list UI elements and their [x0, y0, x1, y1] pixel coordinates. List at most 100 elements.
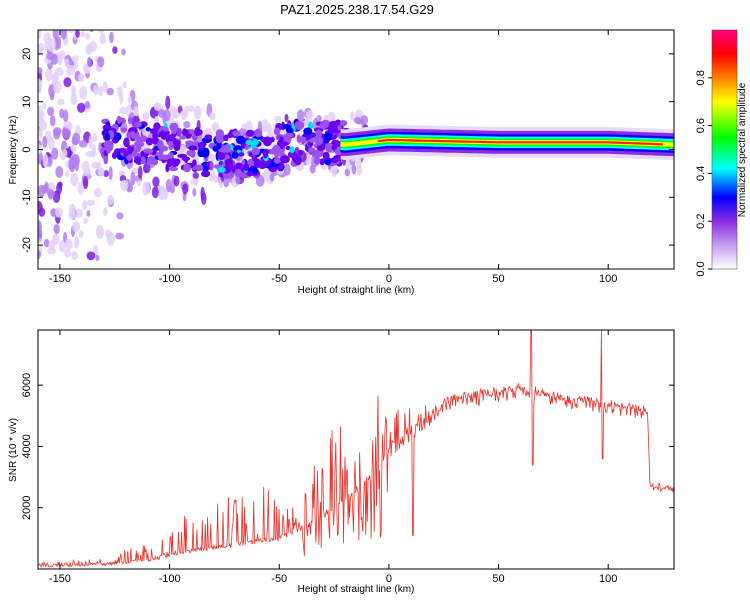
spectrogram-blob	[344, 167, 351, 177]
spectrogram-blob	[200, 186, 205, 201]
spectrogram-blob	[47, 136, 55, 150]
spectrogram-blob	[158, 149, 164, 156]
spectrogram-blob	[262, 136, 272, 147]
spectrogram-ytick-label: -20	[21, 237, 33, 253]
spectrogram-blob	[296, 109, 305, 122]
spectrogram-blob	[242, 163, 250, 172]
spectrogram-blob	[48, 189, 55, 199]
spectrogram-blob	[169, 105, 177, 119]
snr-axes: -150 -100 -50 0 50 100 2000 4000 6000	[21, 330, 674, 585]
spectrogram-xtick-label: -50	[271, 273, 287, 285]
spectrogram-blob	[42, 153, 49, 168]
colorbar-frame	[711, 29, 738, 270]
spectrogram-blob	[209, 161, 214, 171]
spectrogram-blob	[82, 200, 88, 211]
spectrogram-blob	[49, 15, 58, 22]
spectrogram-blob	[122, 81, 127, 89]
spectrogram-blob	[116, 212, 124, 220]
spectrogram-blob	[47, 106, 55, 117]
spectrogram-blob	[38, 128, 43, 140]
spectrogram-blob	[70, 172, 79, 187]
spectrogram-blob	[68, 203, 76, 215]
spectrogram-blob	[59, 50, 66, 60]
spectrogram-blob	[104, 145, 113, 152]
spectrogram-blob	[123, 151, 129, 157]
spectrogram-blob	[102, 81, 108, 93]
spectrogram-blob	[58, 240, 66, 253]
spectrogram-blob	[42, 136, 48, 149]
spectrogram-blob	[217, 152, 226, 160]
spectrogram-blob	[283, 163, 291, 176]
spectrogram-blob	[64, 58, 70, 68]
snr-series-line	[38, 330, 674, 569]
spectrogram-blob	[80, 31, 86, 38]
spectrogram-xtick-label: 50	[492, 273, 504, 285]
spectrogram-blob	[71, 55, 79, 63]
spectrogram-blob	[238, 128, 248, 138]
spectrogram-blob	[77, 102, 86, 113]
spectrogram-blob	[49, 92, 55, 101]
spectrogram-blob	[137, 166, 143, 179]
spectrogram-blob	[83, 175, 89, 190]
spectrogram-blob	[218, 171, 223, 177]
spectrogram-blob	[180, 110, 189, 117]
spectrogram-blob	[136, 145, 141, 152]
spectrogram-blob	[235, 162, 243, 170]
spectrogram-blob	[103, 207, 108, 216]
spectrogram-blob	[154, 116, 160, 124]
spectrogram-blob	[284, 113, 289, 123]
spectrogram-blob	[55, 207, 63, 218]
spectrogram-blob	[192, 188, 197, 197]
spectrogram-blob	[139, 135, 149, 143]
spectrogram-blob	[102, 124, 112, 131]
spectrogram-blob	[63, 77, 72, 88]
spectrogram-blob	[231, 151, 239, 159]
spectrogram-blob	[279, 136, 284, 144]
spectrogram-blob	[160, 154, 170, 160]
spectrogram-blob	[294, 120, 305, 130]
spectrogram-blob	[97, 56, 105, 68]
spectrogram-blob	[77, 182, 85, 195]
spectrogram-blob	[38, 227, 43, 240]
colorbar: 0.0 0.2 0.4 0.6 0.8 Normalized spectral ampl…	[695, 29, 748, 277]
spectrogram-blob	[103, 170, 110, 178]
snr-panel: -150 -100 -50 0 50 100 2000 4000 6000 Height of …	[8, 329, 675, 595]
spectrogram-blob	[303, 127, 313, 136]
spectrogram-blob	[272, 144, 281, 155]
spectrogram-blob	[280, 155, 290, 164]
spectrogram-blob	[248, 152, 254, 157]
spectrogram-blob	[77, 12, 84, 25]
spectrogram-ylabel: Frequency (Hz)	[8, 116, 19, 185]
spectrogram-blob	[108, 166, 113, 180]
spectrogram-blob	[223, 177, 230, 188]
spectrogram-blob	[319, 122, 328, 130]
spectrogram-blob	[67, 146, 72, 159]
spectrogram-ytick-label: -10	[21, 189, 33, 205]
spectrogram-blob	[235, 135, 245, 145]
spectrogram-blob	[37, 11, 43, 24]
snr-xtick-label: 0	[386, 573, 392, 585]
spectrogram-blob	[123, 137, 130, 148]
colorbar-ticks: 0.0 0.2 0.4 0.6 0.8	[695, 70, 712, 277]
spectrogram-blob	[262, 162, 270, 167]
spectrogram-blob	[162, 126, 169, 132]
spectrogram-blob	[253, 158, 262, 168]
spectrogram-blob	[308, 147, 316, 152]
spectrogram-blob	[273, 127, 281, 136]
spectrogram-blob	[142, 163, 151, 174]
spectrogram-core	[377, 138, 664, 146]
spectrogram-blob	[159, 129, 167, 140]
spectrogram-xtick-label: 100	[599, 273, 617, 285]
spectrogram-ytick-label: 10	[21, 96, 33, 108]
spectrogram-blob	[139, 156, 146, 165]
spectrogram-blob	[49, 115, 56, 127]
snr-ytick-label: 6000	[21, 373, 33, 397]
snr-xtick-label: -150	[49, 573, 71, 585]
spectrogram-blob	[62, 149, 68, 157]
spectrogram-marks	[37, 11, 674, 262]
spectrogram-blob	[217, 166, 226, 173]
spectrogram-blob	[71, 137, 79, 146]
snr-xtick-label: -50	[271, 573, 287, 585]
spectrogram-blob	[305, 110, 314, 119]
